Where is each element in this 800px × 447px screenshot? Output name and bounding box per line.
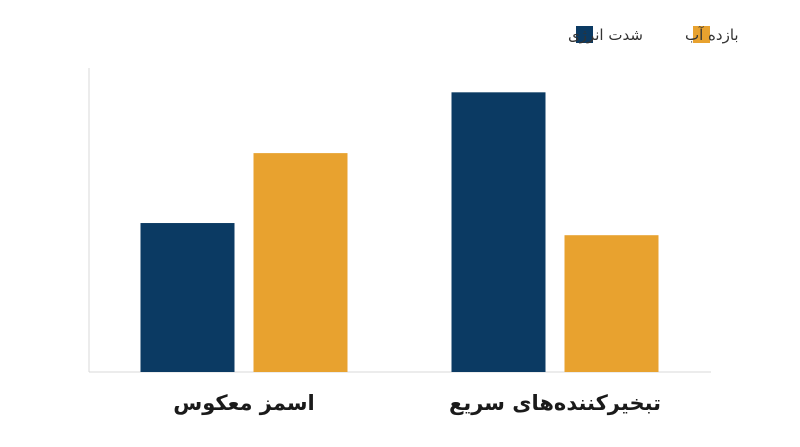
category-label-evaporators: تبخیرکننده‌های سریع: [449, 391, 661, 415]
legend-label-energy-intensity: شدت انرژی: [568, 26, 643, 44]
bar-water-efficiency-evaporators: [564, 235, 659, 372]
bar-water-efficiency-reverse-osmosis: [253, 153, 348, 372]
legend-swatch-energy-intensity: [576, 26, 593, 43]
bars-group: [140, 92, 659, 372]
legend-swatch-water-efficiency: [693, 26, 710, 43]
category-label-reverse-osmosis: اسمز معکوس: [173, 391, 315, 415]
bar-energy-intensity-evaporators: [451, 92, 546, 372]
legend: بازده آب شدت انرژی: [568, 26, 739, 44]
bar-energy-intensity-reverse-osmosis: [140, 223, 235, 372]
legend-label-water-efficiency: بازده آب: [685, 26, 739, 44]
